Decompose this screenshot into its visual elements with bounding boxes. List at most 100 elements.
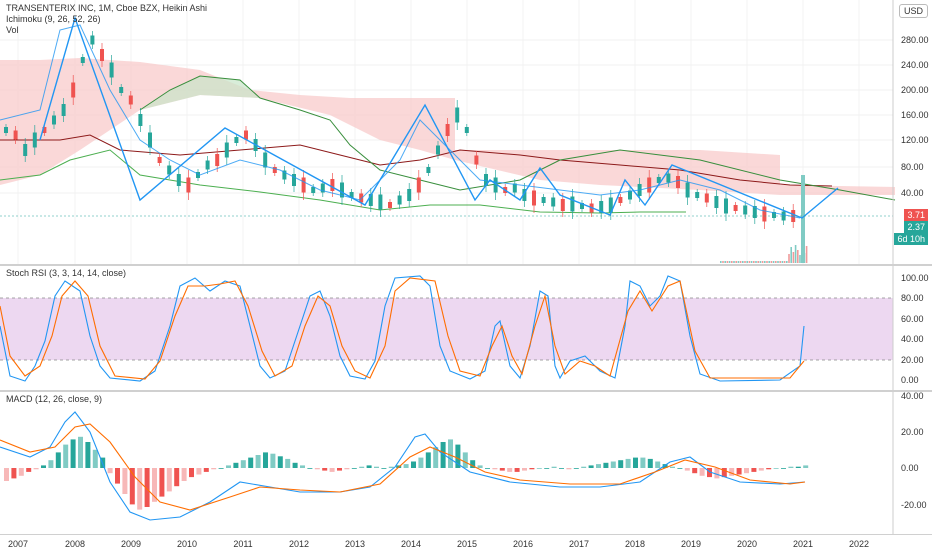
volume-bar — [746, 261, 748, 263]
time-tick-label: 2015 — [457, 539, 477, 549]
volume-bar — [755, 261, 757, 263]
candle — [532, 190, 536, 206]
stoch-rsi-chart[interactable]: 100.00 80.00 60.00 40.00 20.00 0.00 — [0, 266, 932, 390]
volume-bar — [772, 261, 775, 263]
candle — [378, 194, 383, 210]
volume-bar — [728, 261, 731, 263]
price-badge-red: 3.71 — [904, 209, 928, 221]
macd-bar — [152, 468, 157, 502]
macd-bar — [795, 466, 801, 468]
macd-bar — [744, 468, 749, 474]
macd-bar — [48, 460, 54, 468]
macd-bar — [677, 468, 683, 469]
macd-bar — [211, 468, 217, 470]
candle — [397, 195, 402, 205]
volume-bar — [764, 261, 766, 263]
price-tick-label: 40.00 — [901, 188, 924, 198]
candle — [196, 172, 200, 178]
price-badge-green: 2.37 — [904, 221, 928, 233]
candle — [100, 49, 104, 61]
candle — [109, 62, 114, 78]
candle — [128, 95, 133, 105]
macd-bar — [122, 468, 128, 494]
macd-bar — [55, 452, 61, 468]
macd-bar — [773, 468, 779, 469]
volume-bars — [720, 175, 808, 263]
time-axis-labels: 2007 2008 2009 2010 2011 2012 2013 2014 2015 2016… — [8, 539, 869, 549]
macd-bar — [292, 462, 298, 468]
macd-bar — [610, 461, 616, 468]
volume-bar — [794, 245, 797, 263]
volume-bar — [735, 261, 737, 263]
candle — [71, 82, 76, 98]
macd-bar — [63, 444, 69, 468]
macd-bar — [411, 461, 416, 468]
macd-bar — [692, 468, 698, 474]
candle — [234, 137, 239, 143]
macd-bar — [699, 468, 705, 476]
macd-bar — [366, 465, 372, 468]
volume-bar — [777, 261, 779, 263]
ichimoku-span-green — [139, 75, 896, 201]
price-tick-label: 200.00 — [901, 85, 929, 95]
stoch-tick-label: 20.00 — [901, 355, 924, 365]
candle — [186, 177, 191, 193]
candle — [676, 176, 680, 188]
candle — [330, 179, 335, 191]
candle — [13, 130, 18, 140]
candle — [301, 177, 306, 193]
candle — [244, 130, 248, 140]
volume-bar — [781, 261, 784, 263]
macd-bar — [647, 458, 653, 468]
time-tick-label: 2021 — [793, 539, 813, 549]
macd-bar — [226, 465, 231, 468]
macd-bar — [322, 468, 328, 471]
macd-bar — [758, 468, 764, 471]
macd-bar — [233, 462, 239, 468]
macd-bar — [418, 457, 424, 468]
price-tick-label: 80.00 — [901, 162, 924, 172]
macd-pane[interactable]: 40.00 20.00 0.00 -20.00 MACD (12, 26, close… — [0, 392, 932, 534]
macd-bar — [144, 468, 150, 507]
pane-separator-2[interactable] — [0, 390, 932, 392]
candle — [349, 192, 354, 198]
time-axis[interactable]: 2007 2008 2009 2010 2011 2012 2013 2014 2015 2016… — [0, 534, 932, 551]
macd-bar — [670, 466, 675, 468]
macd-bar — [544, 468, 550, 469]
volume-bar — [775, 261, 777, 263]
macd-chart[interactable]: 40.00 20.00 0.00 -20.00 — [0, 392, 932, 534]
macd-bar — [751, 468, 757, 472]
macd-line — [0, 411, 806, 521]
time-tick-label: 2011 — [233, 539, 252, 549]
macd-bar — [803, 465, 809, 468]
macd-bar — [440, 442, 446, 468]
macd-bar — [70, 439, 76, 468]
macd-bar — [581, 466, 587, 468]
candle — [167, 165, 172, 175]
pane-separator[interactable] — [0, 264, 932, 266]
currency-button[interactable]: USD — [898, 4, 928, 18]
time-tick-label: 2016 — [513, 539, 533, 549]
candle — [138, 114, 143, 126]
price-chart[interactable]: 280.00 240.00 200.00 160.00 120.00 80.00 40.00 — [0, 0, 932, 265]
candle — [407, 189, 412, 201]
candle — [618, 197, 623, 203]
macd-bar — [285, 458, 291, 468]
macd-bar — [107, 468, 113, 474]
price-pane[interactable]: 280.00 240.00 200.00 160.00 120.00 80.00 40.00… — [0, 0, 932, 265]
stoch-rsi-pane[interactable]: 100.00 80.00 60.00 40.00 20.00 0.00 Stoch RSI… — [0, 266, 932, 390]
candle — [570, 196, 575, 212]
candle — [119, 87, 124, 93]
candle — [455, 107, 460, 123]
volume-bar — [724, 261, 726, 263]
macd-bar — [41, 465, 46, 468]
volume-bar — [768, 261, 770, 263]
macd-bar — [684, 468, 690, 471]
candle — [743, 205, 748, 215]
macd-bar — [351, 468, 357, 469]
macd-bar — [381, 468, 387, 469]
macd-bar — [766, 468, 772, 470]
macd-bar — [18, 468, 24, 476]
macd-bar — [174, 468, 180, 487]
volume-bar — [766, 261, 768, 263]
